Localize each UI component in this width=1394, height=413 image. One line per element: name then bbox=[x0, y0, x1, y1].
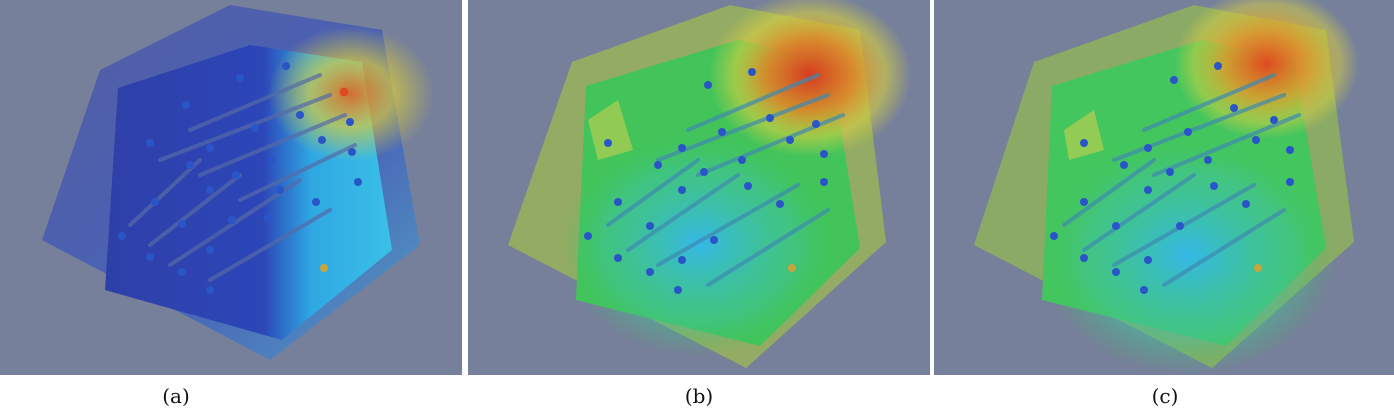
panel-b bbox=[468, 0, 930, 375]
heatmap-visualization-c bbox=[934, 0, 1394, 375]
caption-b: (b) bbox=[684, 384, 714, 408]
panel-a bbox=[0, 0, 462, 375]
heatmap-visualization-a bbox=[0, 0, 462, 375]
panel-c bbox=[934, 0, 1394, 375]
heatmap-visualization-b bbox=[468, 0, 930, 375]
caption-c: (c) bbox=[1151, 384, 1179, 408]
caption-a: (a) bbox=[162, 384, 190, 408]
